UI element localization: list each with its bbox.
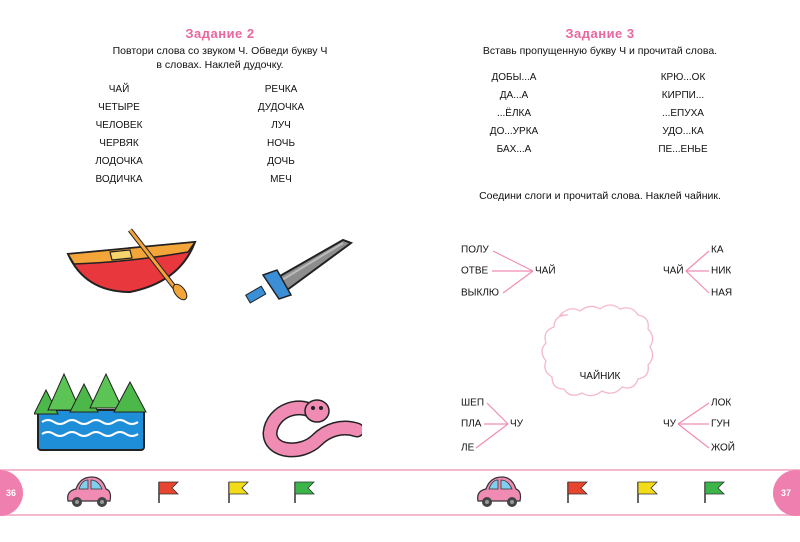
footer-icons (67, 476, 725, 508)
word: ЧАЙ (108, 84, 130, 95)
syllable-hub: ЧУ (663, 418, 677, 430)
word: КИРПИ... (661, 90, 705, 101)
word: ЧЕТЫРЕ (98, 102, 140, 113)
syllable: ПЛА (461, 418, 482, 430)
syllable: КА (711, 244, 724, 256)
car-icon (67, 476, 112, 508)
syllable: НИК (711, 265, 732, 277)
syllable-hub: ЧУ (510, 418, 524, 430)
word: УДО...КА (662, 126, 704, 137)
word: ЛОДОЧКА (95, 156, 143, 167)
syllable: НАЯ (711, 287, 733, 299)
word: ...ЁЛКА (496, 108, 532, 119)
page-number: 37 (781, 488, 792, 498)
word: ...ЕПУХА (662, 108, 704, 119)
syllable: ПОЛУ (461, 244, 489, 256)
green-flag-icon (704, 481, 725, 503)
car-icon (477, 476, 522, 508)
word: РЕЧКА (264, 84, 298, 95)
syllable: ВЫКЛЮ (461, 287, 500, 299)
instruction-line: Повтори слова со звуком Ч. Обведи букву … (112, 45, 328, 57)
word: ПЕ...ЕНЬЕ (658, 144, 708, 155)
green-flag-icon (294, 481, 315, 503)
syllable-hub: ЧАЙ (535, 265, 556, 277)
yellow-flag-icon (228, 481, 249, 503)
word: ДА...А (499, 90, 529, 101)
sword-illustration (245, 238, 353, 304)
word: ДО...УРКА (489, 126, 539, 137)
syllable: ОТВЕ (461, 265, 489, 277)
footer-line-bottom (0, 514, 800, 516)
page-number-left: 36 (0, 470, 23, 516)
task-3-title: Задание 3 (565, 26, 635, 41)
syllable-hub: ЧАЙ (663, 265, 684, 277)
word: ВОДИЧКА (95, 174, 143, 185)
word: КРЮ...ОК (660, 72, 706, 83)
word: ЧЕЛОВЕК (95, 120, 143, 131)
syllable: ЖОЙ (711, 442, 735, 454)
worm-illustration (262, 399, 362, 458)
syllable: ЛОК (711, 397, 732, 409)
boat-illustration (66, 228, 197, 301)
word: ЛУЧ (271, 120, 291, 131)
syllable: ЛЕ (461, 442, 475, 454)
sticker-cloud (541, 304, 654, 397)
red-flag-icon (567, 481, 588, 503)
task-2-instruction: Повтори слова со звуком Ч. Обведи букву … (60, 44, 380, 72)
word: ЧЕРВЯК (99, 138, 139, 149)
syllable: ГУН (711, 418, 730, 430)
task-3-instruction-2: Соедини слоги и прочитай слова. Наклей ч… (479, 190, 721, 202)
word: ДОБЫ...А (491, 72, 537, 83)
word: МЕЧ (270, 174, 292, 185)
instruction-line: в словах. Наклей дудочку. (156, 59, 284, 71)
forest-lake-illustration (34, 372, 147, 451)
task-3-instruction: Вставь пропущенную букву Ч и прочитай сл… (482, 45, 718, 57)
page-number: 36 (5, 488, 16, 498)
cloud-label: ЧАЙНИК (579, 371, 621, 382)
task-2-title: Задание 2 (185, 26, 255, 41)
footer-line-top (0, 469, 800, 471)
word: НОЧЬ (266, 138, 296, 149)
red-flag-icon (158, 481, 179, 503)
yellow-flag-icon (637, 481, 658, 503)
word: БАХ...А (496, 144, 532, 155)
word: ДУДОЧКА (257, 102, 305, 113)
syllable: ШЕП (461, 397, 485, 409)
word: ДОЧЬ (267, 156, 295, 167)
